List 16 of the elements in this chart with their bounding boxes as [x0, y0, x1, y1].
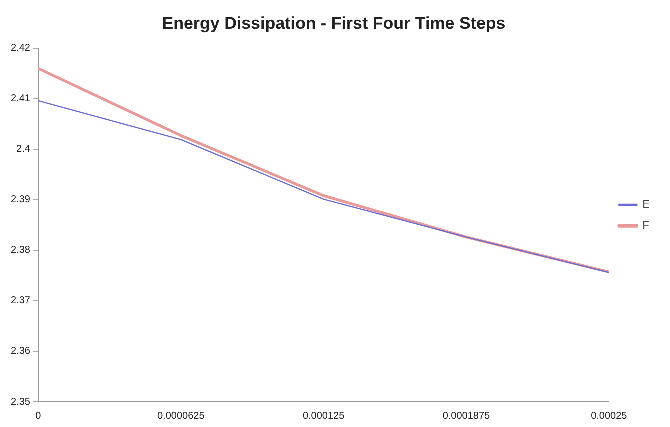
y-tick-label: 2.42	[10, 43, 31, 54]
x-tick-label: 0.000125	[302, 410, 346, 422]
x-tick-label: 0.0001875	[442, 410, 491, 422]
y-tick-label: 2.41	[10, 94, 31, 105]
legend-label: E	[642, 199, 650, 212]
y-tick-label: 2.4	[16, 144, 31, 156]
y-tick-label: 2.38	[10, 245, 31, 256]
x-tick-label: 0.0000625	[157, 410, 206, 422]
y-tick-label: 2.37	[10, 296, 31, 307]
x-tick-label: 0	[36, 410, 42, 422]
chart-title: Energy Dissipation - First Four Time Steps	[162, 14, 506, 33]
legend-label: F	[642, 220, 650, 232]
y-tick-label: 2.36	[10, 346, 31, 358]
y-tick-label: 2.39	[10, 194, 31, 206]
y-tick-label: 2.35	[10, 396, 31, 408]
x-tick-label: 0.00025	[591, 410, 628, 422]
